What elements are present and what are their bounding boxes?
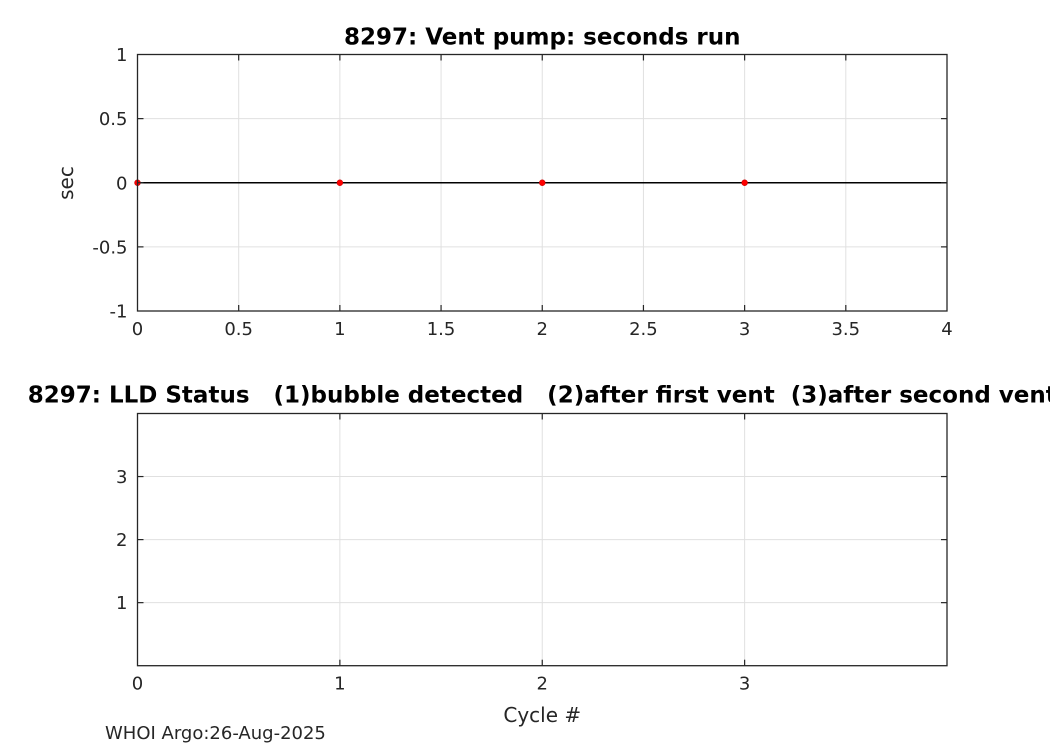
x-tick-label: 2.5 xyxy=(629,319,658,340)
x-tick-label: 3 xyxy=(739,319,750,340)
y-tick-label: -0.5 xyxy=(92,237,127,258)
vent-pump-axes: 0 0.5 1 1.5 2 2.5 3 3.5 4 -1 -0.5 0 0.5 1 xyxy=(92,45,952,340)
y-tick-label: -1 xyxy=(110,302,128,323)
x-tick-label: 4 xyxy=(941,319,952,340)
vent-pump-plot: 0 0.5 1 1.5 2 2.5 3 3.5 4 -1 -0.5 0 0.5 1 8297: Vent … xyxy=(54,25,953,341)
x-tick-label: 1 xyxy=(334,674,345,695)
data-point xyxy=(741,179,748,186)
y-tick-label: 2 xyxy=(116,530,127,551)
x-tick-label: 0 xyxy=(132,674,143,695)
y-tick-label: 0 xyxy=(116,173,127,194)
vent-pump-ylabel: sec xyxy=(54,166,78,200)
y-tick-label: 1 xyxy=(116,593,127,614)
x-tick-label: 0 xyxy=(132,319,143,340)
x-tick-label: 1.5 xyxy=(427,319,456,340)
y-tick-label: 1 xyxy=(116,45,127,66)
data-point xyxy=(336,179,344,186)
x-tick-label: 1 xyxy=(334,319,345,340)
vent-pump-title: 8297: Vent pump: seconds run xyxy=(344,25,741,51)
x-tick-label: 0.5 xyxy=(224,319,253,340)
x-tick-label: 2 xyxy=(537,319,548,340)
y-tick-label: 3 xyxy=(116,467,127,488)
x-tick-label: 3 xyxy=(739,674,750,695)
lld-status-plot: 0 1 2 3 1 2 3 8297: LLD Status (1)bubble detec… xyxy=(28,383,1050,728)
y-tick-label: 0.5 xyxy=(99,109,128,130)
lld-status-title: 8297: LLD Status (1)bubble detected (2)a… xyxy=(28,383,1050,409)
lld-status-axes: 0 1 2 3 1 2 3 xyxy=(116,412,948,695)
x-tick-label: 3.5 xyxy=(831,319,860,340)
x-tick-label: 2 xyxy=(537,674,548,695)
cycle-xlabel: Cycle # xyxy=(503,703,581,727)
data-point xyxy=(539,179,546,186)
footer-credit: WHOI Argo:26-Aug-2025 xyxy=(105,723,326,744)
